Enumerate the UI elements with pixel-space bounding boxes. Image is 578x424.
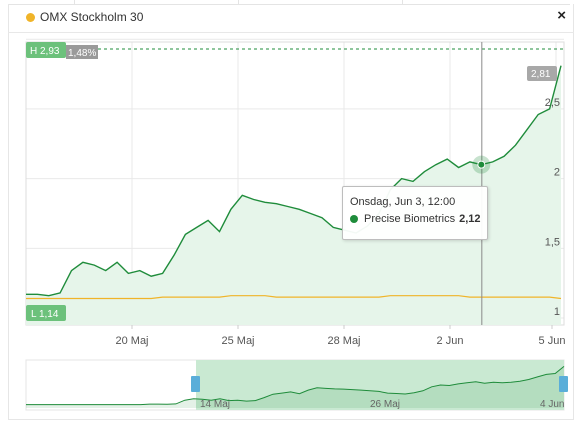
precise-series-line — [26, 65, 562, 297]
low-badge-text: L 1,14 — [31, 309, 59, 320]
top-tick — [74, 0, 75, 4]
tooltip-date: Onsdag, Jun 3, 12:00 — [350, 196, 456, 208]
y-tick-label: 2 — [554, 167, 560, 179]
y-tick-label: 2,5 — [545, 97, 560, 109]
high-badge-text: H 2,93 — [30, 46, 60, 57]
navigator-selection[interactable] — [196, 360, 564, 410]
top-border — [8, 0, 570, 5]
x-tick-label: 20 Maj — [115, 335, 148, 347]
chart-panel — [8, 4, 574, 420]
tooltip-series: Precise Biometrics — [364, 213, 456, 225]
last-price-text: 2,81 — [531, 69, 551, 80]
x-axis: 20 Maj 25 Maj 28 Maj 2 Jun 5 Jun — [115, 325, 565, 347]
circle-icon — [26, 12, 35, 22]
navigator-area — [26, 366, 564, 408]
navigator-tick-label: 4 Jun — [540, 399, 564, 410]
navigator-tick-label: 14 Maj — [200, 399, 230, 410]
navigator-series-line — [26, 366, 565, 406]
hover-point[interactable] — [477, 160, 486, 169]
navigator-left-handle[interactable] — [191, 376, 200, 392]
close-icon[interactable]: × — [557, 7, 566, 24]
x-tick-label: 2 Jun — [437, 335, 464, 347]
y-tick-label: 1 — [554, 306, 560, 318]
header-divider — [8, 32, 574, 33]
tooltip-value: 2,12 — [459, 213, 481, 225]
high-pct-text: 1,48% — [68, 48, 96, 59]
x-tick-label: 5 Jun — [539, 335, 566, 347]
navigator[interactable]: 14 Maj 26 Maj 4 Jun — [25, 359, 568, 411]
navigator-right-handle[interactable] — [559, 376, 568, 392]
tooltip-row: Precise Biometrics 2,12 — [350, 213, 481, 225]
top-tick — [402, 0, 403, 4]
top-tick — [238, 0, 239, 4]
tooltip: Onsdag, Jun 3, 12:00 Precise Biometrics … — [342, 186, 488, 240]
y-axis: 2,5 2 1,5 1 — [545, 97, 560, 318]
price-area — [26, 65, 561, 325]
series-dot-icon — [350, 215, 358, 223]
high-badge: H 2,93 — [26, 42, 66, 58]
navigator-tick-label: 26 Maj — [370, 399, 400, 410]
high-pct-badge: 1,48% — [66, 45, 98, 59]
last-price-badge: 2,81 — [527, 66, 557, 81]
legend-label: OMX Stockholm 30 — [40, 10, 144, 24]
omx-series-line — [26, 295, 562, 300]
low-badge: L 1,14 — [26, 305, 66, 321]
navigator-x-axis: 14 Maj 26 Maj 4 Jun — [200, 399, 564, 410]
legend-item-omx[interactable]: OMX Stockholm 30 — [26, 10, 143, 24]
x-tick-label: 25 Maj — [221, 335, 254, 347]
x-tick-label: 28 Maj — [327, 335, 360, 347]
y-tick-label: 1,5 — [545, 236, 560, 248]
